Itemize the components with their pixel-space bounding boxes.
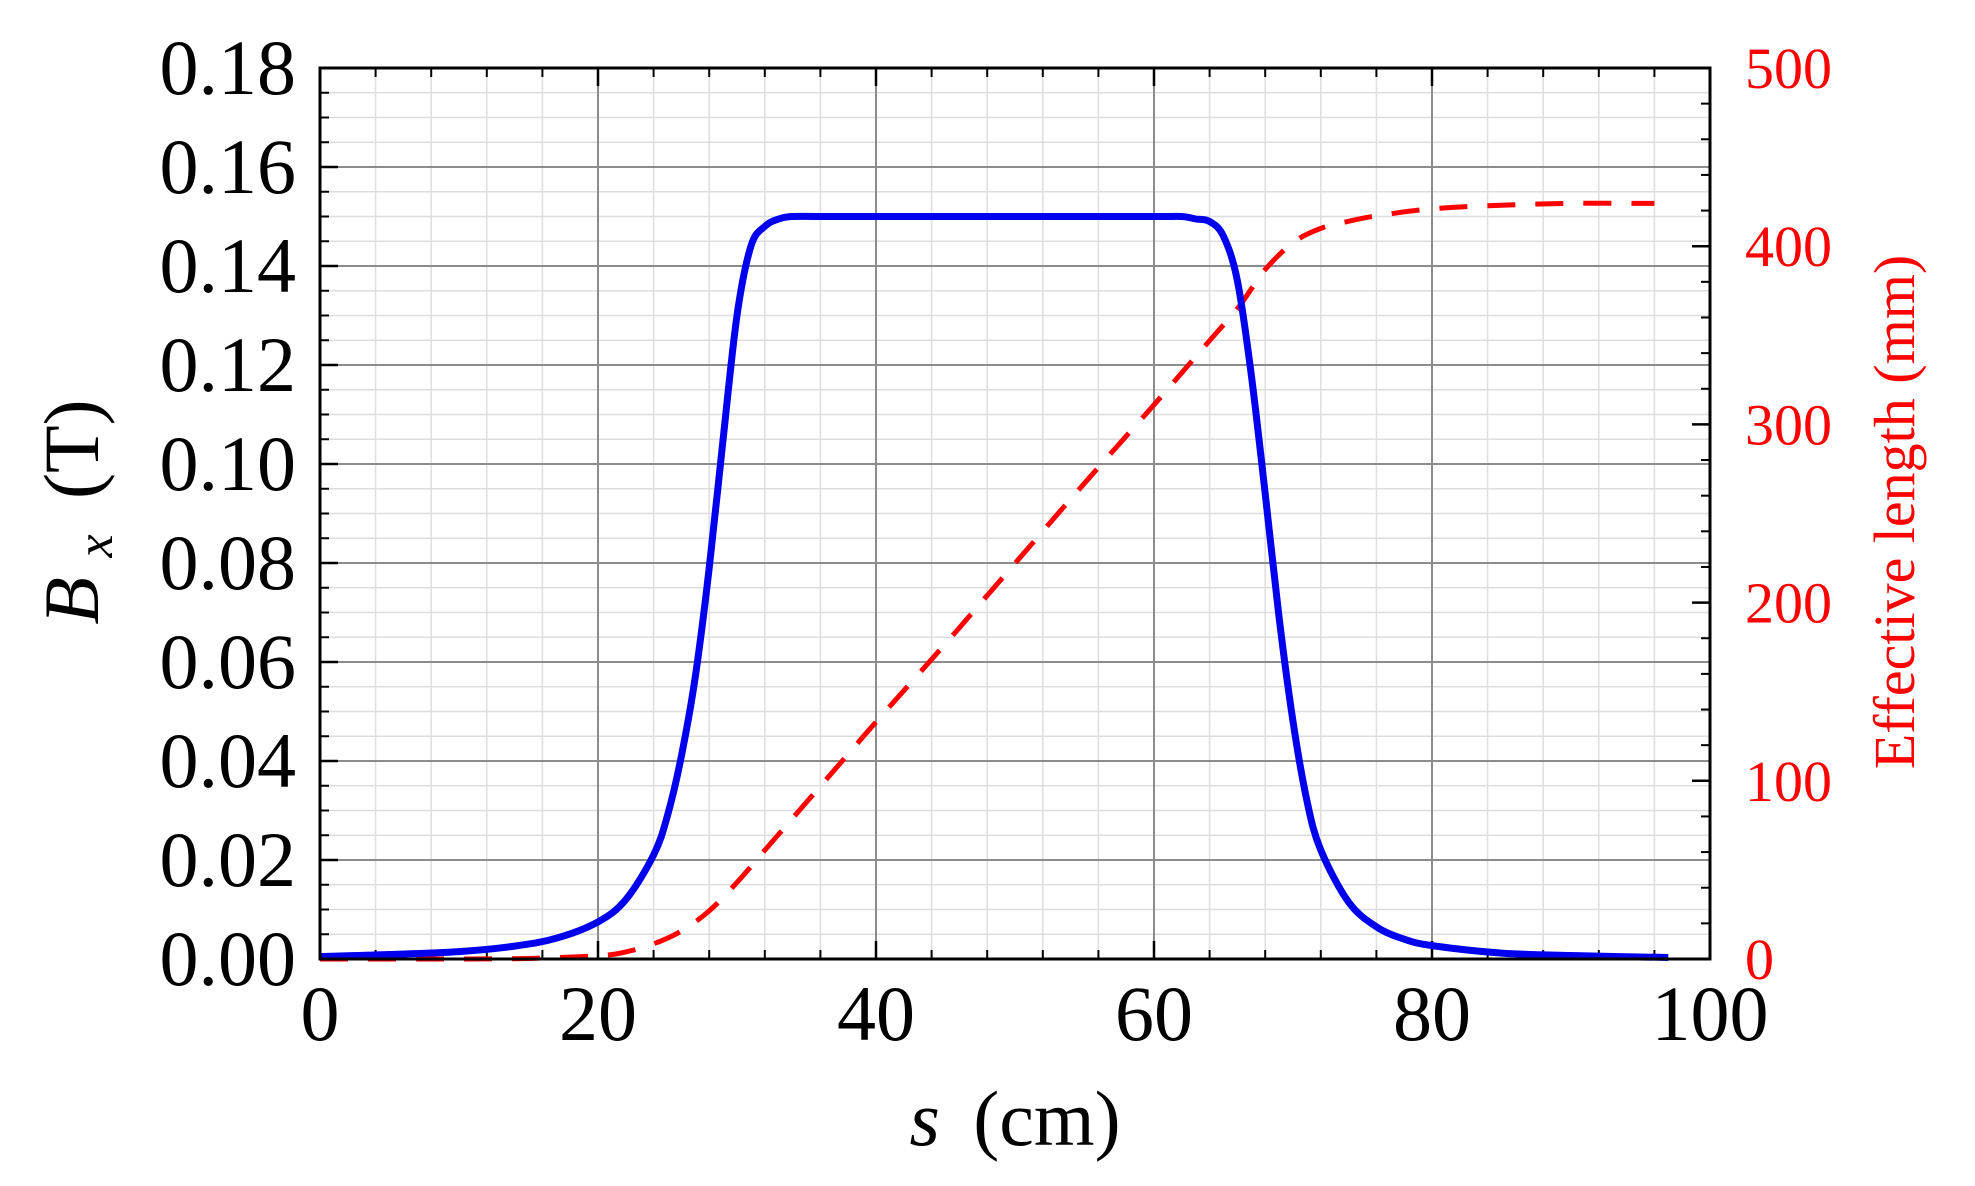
plot-frame [318, 66, 1712, 961]
x-tick-labels: 0 20 40 60 80 100 [301, 970, 1769, 1057]
y-tick-label: 0.04 [160, 717, 297, 804]
y2-tick-label: 400 [1745, 214, 1832, 279]
y-tick-label: 0.02 [160, 816, 297, 903]
x-axis-symbol: s [909, 1075, 939, 1162]
y-tick-label: 0.08 [160, 519, 297, 606]
x-axis-title: s (cm) [909, 1075, 1120, 1162]
y2-tick-label: 100 [1745, 749, 1832, 814]
y-axis-symbol: B [28, 577, 115, 625]
y-tick-label: 0.14 [160, 222, 297, 309]
y-tick-labels: 0.00 0.02 0.04 0.06 0.08 0.10 0.12 0.14 0.16 0.18 [160, 24, 297, 1002]
bx-field-curve [319, 212, 1669, 961]
y2-tick-label: 300 [1745, 392, 1832, 457]
minor-grid [320, 68, 1710, 959]
x-tick-label: 20 [559, 970, 637, 1057]
y-tick-label: 0.10 [160, 420, 297, 507]
x-tick-label: 0 [301, 970, 340, 1057]
effective-length-curve [319, 200, 1655, 962]
y-axis-title: B x (T) [28, 399, 129, 624]
major-grid [320, 68, 1710, 959]
x-tick-label: 40 [837, 970, 915, 1057]
y-axis-unit: (T) [28, 399, 115, 499]
y-tick-label: 0.00 [160, 915, 297, 1002]
y2-axis-title: Effective length (mm) [1862, 255, 1927, 769]
y-axis-subscript: x [67, 534, 124, 558]
x-tick-label: 80 [1393, 970, 1471, 1057]
x-axis-unit: (cm) [973, 1075, 1120, 1162]
y2-tick-label: 200 [1745, 571, 1832, 636]
y-tick-label: 0.06 [160, 618, 297, 705]
y2-tick-label: 0 [1745, 927, 1774, 992]
y2-tick-label: 500 [1745, 36, 1832, 101]
y2-tick-labels: 0 100 200 300 400 500 [1745, 36, 1832, 992]
x-tick-label: 100 [1652, 970, 1769, 1057]
y-tick-label: 0.18 [160, 24, 297, 111]
x-tick-label: 60 [1115, 970, 1193, 1057]
y-tick-label: 0.12 [160, 321, 297, 408]
y-tick-label: 0.16 [160, 123, 297, 210]
